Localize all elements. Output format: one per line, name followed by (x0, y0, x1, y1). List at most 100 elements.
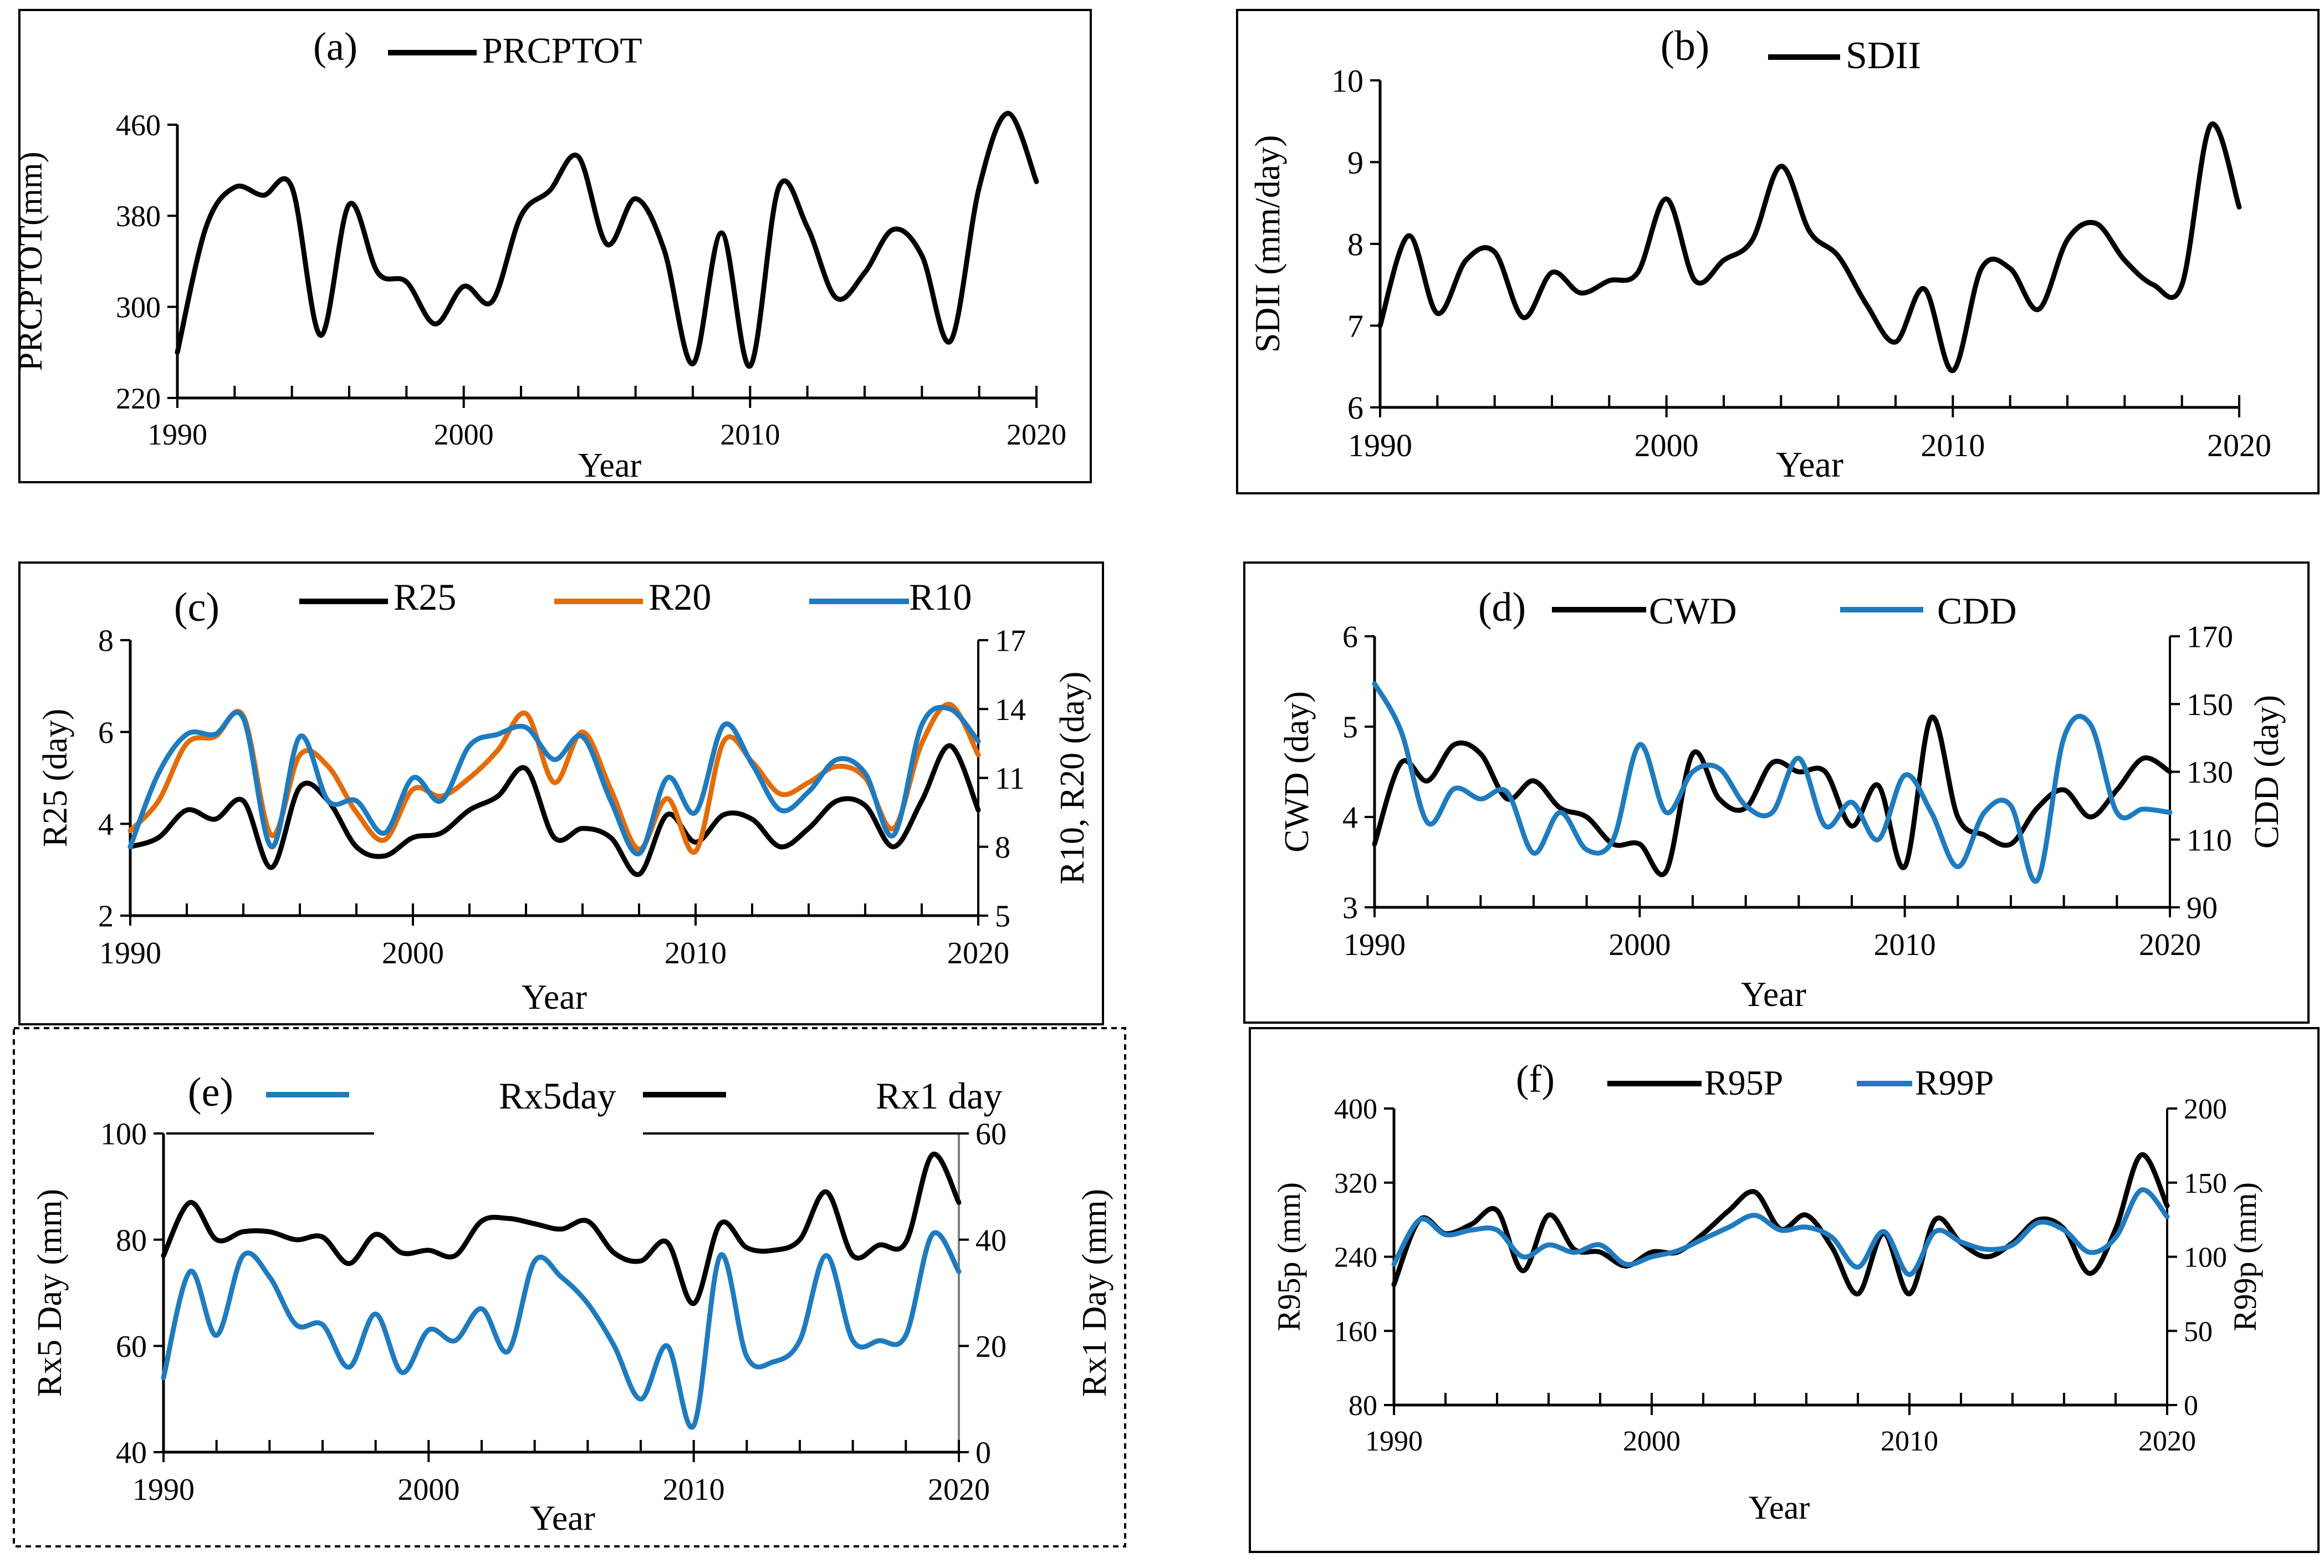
y2-tick-label: 200 (2184, 1094, 2227, 1125)
y2-tick-label: 8 (995, 830, 1010, 865)
panel-label: (a) (313, 24, 357, 69)
x-tick-label: 2000 (1635, 427, 1699, 463)
y2-tick-label: 50 (2184, 1316, 2213, 1347)
y-axis-label: CWD (day) (1278, 691, 1316, 852)
y2-tick-label: 0 (2184, 1390, 2198, 1422)
y-tick-label: 80 (1349, 1390, 1377, 1422)
y-tick-label: 6 (1347, 390, 1363, 426)
legend-label: R99P (1915, 1063, 1994, 1102)
y2-tick-label: 0 (975, 1436, 991, 1470)
y-tick-label: 100 (100, 1117, 147, 1152)
x-tick-label: 2020 (2138, 1426, 2196, 1457)
x-tick-label: 2020 (928, 1473, 990, 1507)
y-tick-label: 2 (98, 900, 114, 934)
panel-label: (e) (188, 1070, 233, 1115)
y2-tick-label: 60 (975, 1117, 1007, 1152)
y-tick-label: 60 (116, 1330, 147, 1364)
x-tick-label: 2020 (2207, 427, 2271, 463)
legend-label: Rx1 day (876, 1075, 1003, 1117)
x-tick-label: 2000 (1623, 1426, 1681, 1457)
y-tick-label: 320 (1334, 1168, 1377, 1199)
y-tick-label: 3 (1342, 891, 1358, 926)
series-line-rx1-day (164, 1154, 959, 1304)
x-axis-label: Year (1776, 445, 1843, 485)
x-tick-label: 2010 (1881, 1426, 1938, 1457)
y-tick-label: 220 (116, 382, 161, 415)
y-axis-label: SDII (mm/day) (1248, 135, 1287, 353)
x-tick-label: 2000 (397, 1473, 459, 1507)
panel-a-frame (19, 10, 1091, 482)
x-tick-label: 1990 (147, 418, 207, 451)
y2-tick-label: 170 (2187, 620, 2233, 655)
x-tick-label: 2010 (720, 418, 780, 451)
y-axis-label: R25 (day) (37, 709, 74, 847)
x-tick-label: 2000 (434, 418, 494, 451)
legend-label: PRCPTOT (482, 30, 642, 71)
panel-label: (f) (1516, 1058, 1555, 1101)
y2-axis-label: R10, R20 (day) (1054, 671, 1091, 884)
legend-label: SDII (1846, 34, 1921, 77)
y-axis-label: R95p (mm) (1271, 1182, 1307, 1331)
y2-axis-label: R99p (mm) (2227, 1182, 2263, 1331)
y-axis-label: Rx5 Day (mm) (31, 1189, 69, 1397)
x-axis-label: Year (522, 977, 587, 1017)
x-tick-label: 2010 (665, 936, 727, 971)
y-tick-label: 6 (1342, 620, 1358, 655)
y2-tick-label: 11 (995, 762, 1025, 796)
panel-label: (b) (1661, 23, 1710, 69)
series-line-cwd (1375, 717, 2170, 875)
series-line-rx5day (164, 1233, 959, 1427)
y-tick-label: 10 (1331, 63, 1363, 99)
panel-label: (c) (174, 585, 219, 630)
series-line-prcptot (177, 113, 1036, 366)
y2-axis-label: Rx1 Day (mm) (1076, 1189, 1114, 1397)
panel-f-frame (1250, 1028, 2318, 1552)
legend-label: R20 (648, 576, 711, 618)
x-tick-label: 1990 (1365, 1426, 1423, 1457)
x-axis-label: Year (530, 1498, 595, 1538)
y2-tick-label: 150 (2184, 1168, 2227, 1199)
y-tick-label: 8 (1347, 226, 1363, 262)
legend-label: R25 (394, 576, 456, 618)
y-tick-label: 4 (1342, 801, 1358, 835)
y2-tick-label: 14 (995, 693, 1026, 727)
x-tick-label: 1990 (1344, 928, 1406, 962)
y2-tick-label: 100 (2184, 1242, 2227, 1274)
series-line-r99p (1394, 1190, 2167, 1275)
legend-label: R95P (1704, 1063, 1783, 1102)
x-axis-label: Year (1749, 1489, 1810, 1526)
y2-tick-label: 90 (2187, 891, 2218, 926)
series-line-sdii (1380, 124, 2239, 371)
x-tick-label: 1990 (99, 936, 161, 971)
y2-tick-label: 17 (995, 624, 1026, 658)
x-tick-label: 2010 (1921, 427, 1985, 463)
x-tick-label: 2000 (382, 936, 444, 971)
x-tick-label: 1990 (132, 1473, 195, 1507)
y-tick-label: 7 (1347, 308, 1363, 344)
y-axis-label: PRCPTOT(mm) (12, 152, 49, 371)
y-tick-label: 9 (1347, 145, 1363, 181)
y-tick-label: 160 (1334, 1316, 1377, 1347)
y-tick-label: 6 (98, 716, 114, 750)
y-tick-label: 380 (116, 200, 161, 233)
y2-axis-label: CDD (day) (2248, 695, 2286, 849)
x-tick-label: 2020 (947, 936, 1009, 971)
y2-tick-label: 130 (2187, 755, 2233, 790)
y-tick-label: 4 (98, 808, 114, 842)
x-tick-label: 2020 (2139, 928, 2201, 962)
y-tick-label: 5 (1342, 711, 1358, 745)
y-tick-label: 460 (116, 109, 161, 142)
y-tick-label: 40 (116, 1436, 147, 1470)
y-tick-label: 400 (1334, 1094, 1377, 1125)
panel-c-frame (19, 563, 1103, 1024)
legend-label: CWD (1649, 590, 1737, 632)
y-tick-label: 8 (98, 624, 114, 658)
